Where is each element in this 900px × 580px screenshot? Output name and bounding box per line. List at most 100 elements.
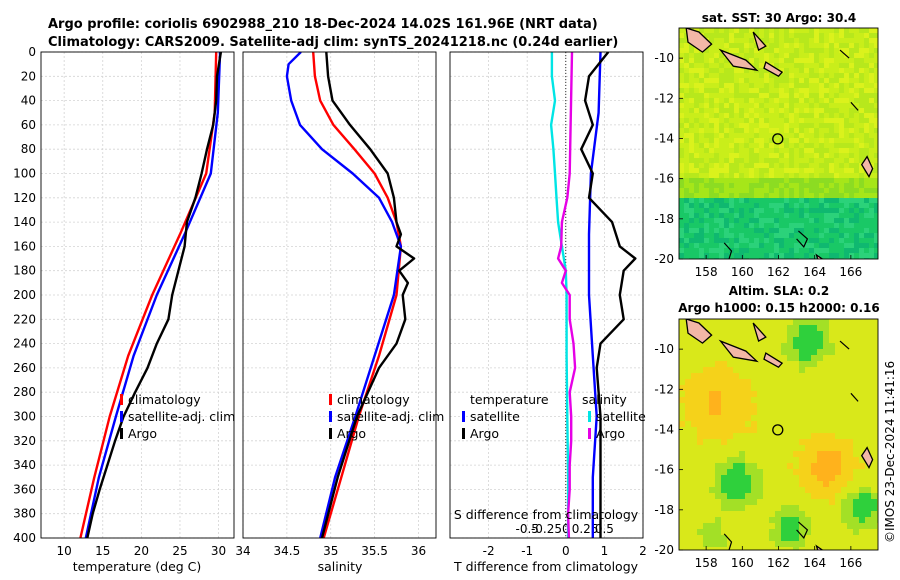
map-cell	[853, 349, 860, 356]
map-cell	[754, 103, 760, 109]
map-cell	[847, 541, 854, 548]
map-cell	[729, 103, 735, 109]
map-cell	[829, 439, 836, 446]
map-cell	[715, 541, 722, 548]
lat-tick-label: -14	[654, 422, 674, 436]
map-cell	[789, 248, 795, 254]
map-cell	[714, 153, 720, 159]
map-cell	[849, 178, 855, 184]
map-cell	[734, 168, 740, 174]
map-cell	[689, 93, 695, 99]
map-cell	[814, 203, 820, 209]
map-cell	[829, 48, 835, 54]
map-cell	[724, 143, 730, 149]
map-cell	[814, 83, 820, 89]
sla-map-subtitle: Argo h1000: 0.15 h2000: 0.16	[678, 301, 879, 315]
map-cell	[793, 445, 800, 452]
map-cell	[834, 148, 840, 154]
map-cell	[774, 78, 780, 84]
map-cell	[749, 128, 755, 134]
map-cell	[739, 511, 746, 518]
map-cell	[814, 48, 820, 54]
map-cell	[859, 138, 865, 144]
map-cell	[865, 481, 872, 488]
map-cell	[703, 409, 710, 416]
map-cell	[727, 475, 734, 482]
map-cell	[714, 118, 720, 124]
map-cell	[779, 218, 785, 224]
map-cell	[839, 28, 845, 34]
map-cell	[859, 349, 866, 356]
map-cell	[751, 391, 758, 398]
map-cell	[871, 343, 878, 350]
map-cell	[799, 133, 805, 139]
map-cell	[697, 445, 704, 452]
map-cell	[769, 88, 775, 94]
map-cell	[869, 148, 875, 154]
map-cell	[769, 487, 776, 494]
map-cell	[799, 493, 806, 500]
map-cell	[724, 163, 730, 169]
map-cell	[835, 361, 842, 368]
map-cell	[781, 517, 788, 524]
map-cell	[714, 253, 720, 259]
map-cell	[811, 319, 818, 326]
map-cell	[819, 103, 825, 109]
map-cell	[829, 188, 835, 194]
map-cell	[819, 48, 825, 54]
map-cell	[781, 547, 788, 550]
map-cell	[793, 439, 800, 446]
map-cell	[805, 373, 812, 380]
map-cell	[739, 415, 746, 422]
map-cell	[691, 385, 698, 392]
map-cell	[847, 535, 854, 542]
map-cell	[699, 88, 705, 94]
map-cell	[854, 188, 860, 194]
map-cell	[714, 258, 720, 259]
map-cell	[779, 78, 785, 84]
map-cell	[709, 487, 716, 494]
map-cell	[865, 445, 872, 452]
reef-contour	[850, 392, 859, 402]
map-cell	[754, 98, 760, 104]
map-cell	[787, 409, 794, 416]
map-cell	[709, 379, 716, 386]
map-cell	[829, 403, 836, 410]
map-cell	[699, 113, 705, 119]
map-cell	[871, 481, 878, 488]
map-cell	[734, 133, 740, 139]
map-cell	[874, 238, 878, 244]
map-cell	[853, 457, 860, 464]
map-cell	[744, 113, 750, 119]
map-cell	[805, 469, 812, 476]
map-cell	[847, 445, 854, 452]
map-cell	[847, 427, 854, 434]
map-cell	[839, 258, 845, 259]
map-cell	[769, 143, 775, 149]
map-cell	[679, 58, 685, 64]
map-cell	[834, 133, 840, 139]
map-cell	[749, 113, 755, 119]
map-cell	[685, 421, 692, 428]
map-cell	[794, 238, 800, 244]
map-cell	[793, 349, 800, 356]
map-cell	[704, 53, 710, 59]
map-cell	[729, 198, 735, 204]
map-cell	[715, 355, 722, 362]
map-cell	[844, 238, 850, 244]
map-cell	[799, 178, 805, 184]
map-cell	[709, 68, 715, 74]
map-cell	[757, 439, 764, 446]
map-cell	[745, 463, 752, 470]
map-cell	[715, 487, 722, 494]
map-cell	[817, 403, 824, 410]
map-cell	[733, 505, 740, 512]
map-cell	[721, 433, 728, 440]
map-cell	[841, 547, 848, 550]
map-cell	[721, 427, 728, 434]
map-cell	[739, 403, 746, 410]
map-cell	[703, 535, 710, 542]
map-cell	[679, 183, 685, 189]
map-cell	[769, 168, 775, 174]
map-cell	[839, 218, 845, 224]
